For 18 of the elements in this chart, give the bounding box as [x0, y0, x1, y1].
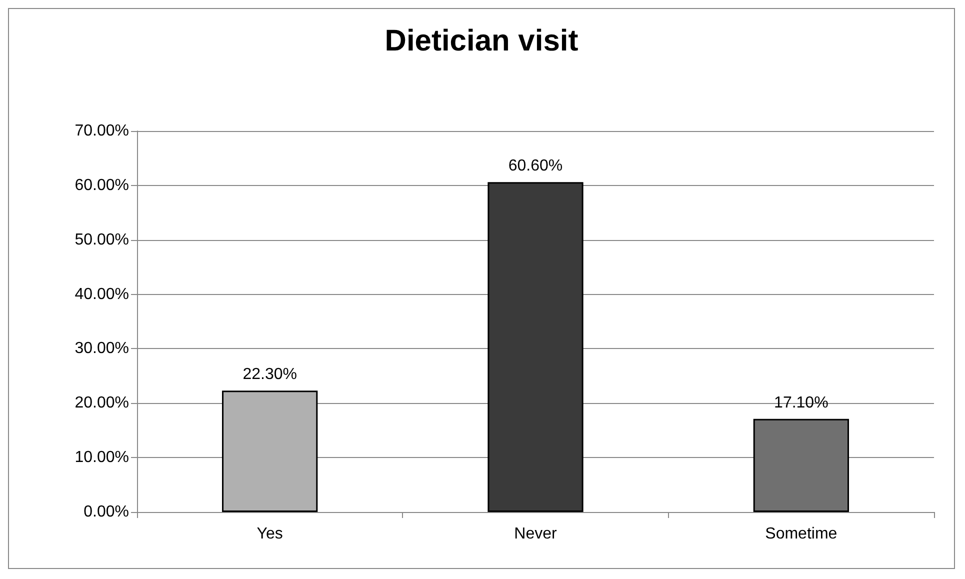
- chart-title: Dietician visit: [384, 24, 578, 58]
- x-tick-label: Yes: [256, 526, 283, 542]
- y-tick-label: 0.00%: [84, 504, 129, 520]
- y-tick-label: 30.00%: [74, 340, 129, 358]
- bar: [222, 390, 318, 512]
- data-label: 22.30%: [242, 366, 297, 384]
- data-label: 17.10%: [774, 394, 828, 412]
- y-tick-label: 40.00%: [74, 286, 129, 303]
- y-tick-label: 70.00%: [74, 122, 129, 140]
- y-tick-label: 20.00%: [74, 394, 129, 412]
- x-tick-label: Never: [514, 526, 558, 542]
- bar: [753, 418, 849, 512]
- x-tick-label: Sometime: [765, 526, 838, 542]
- y-tick-label: 50.00%: [74, 231, 129, 248]
- data-label: 60.60%: [508, 158, 563, 175]
- bar: [488, 182, 584, 512]
- y-tick-label: 10.00%: [74, 449, 129, 466]
- y-tick-label: 60.00%: [74, 176, 129, 194]
